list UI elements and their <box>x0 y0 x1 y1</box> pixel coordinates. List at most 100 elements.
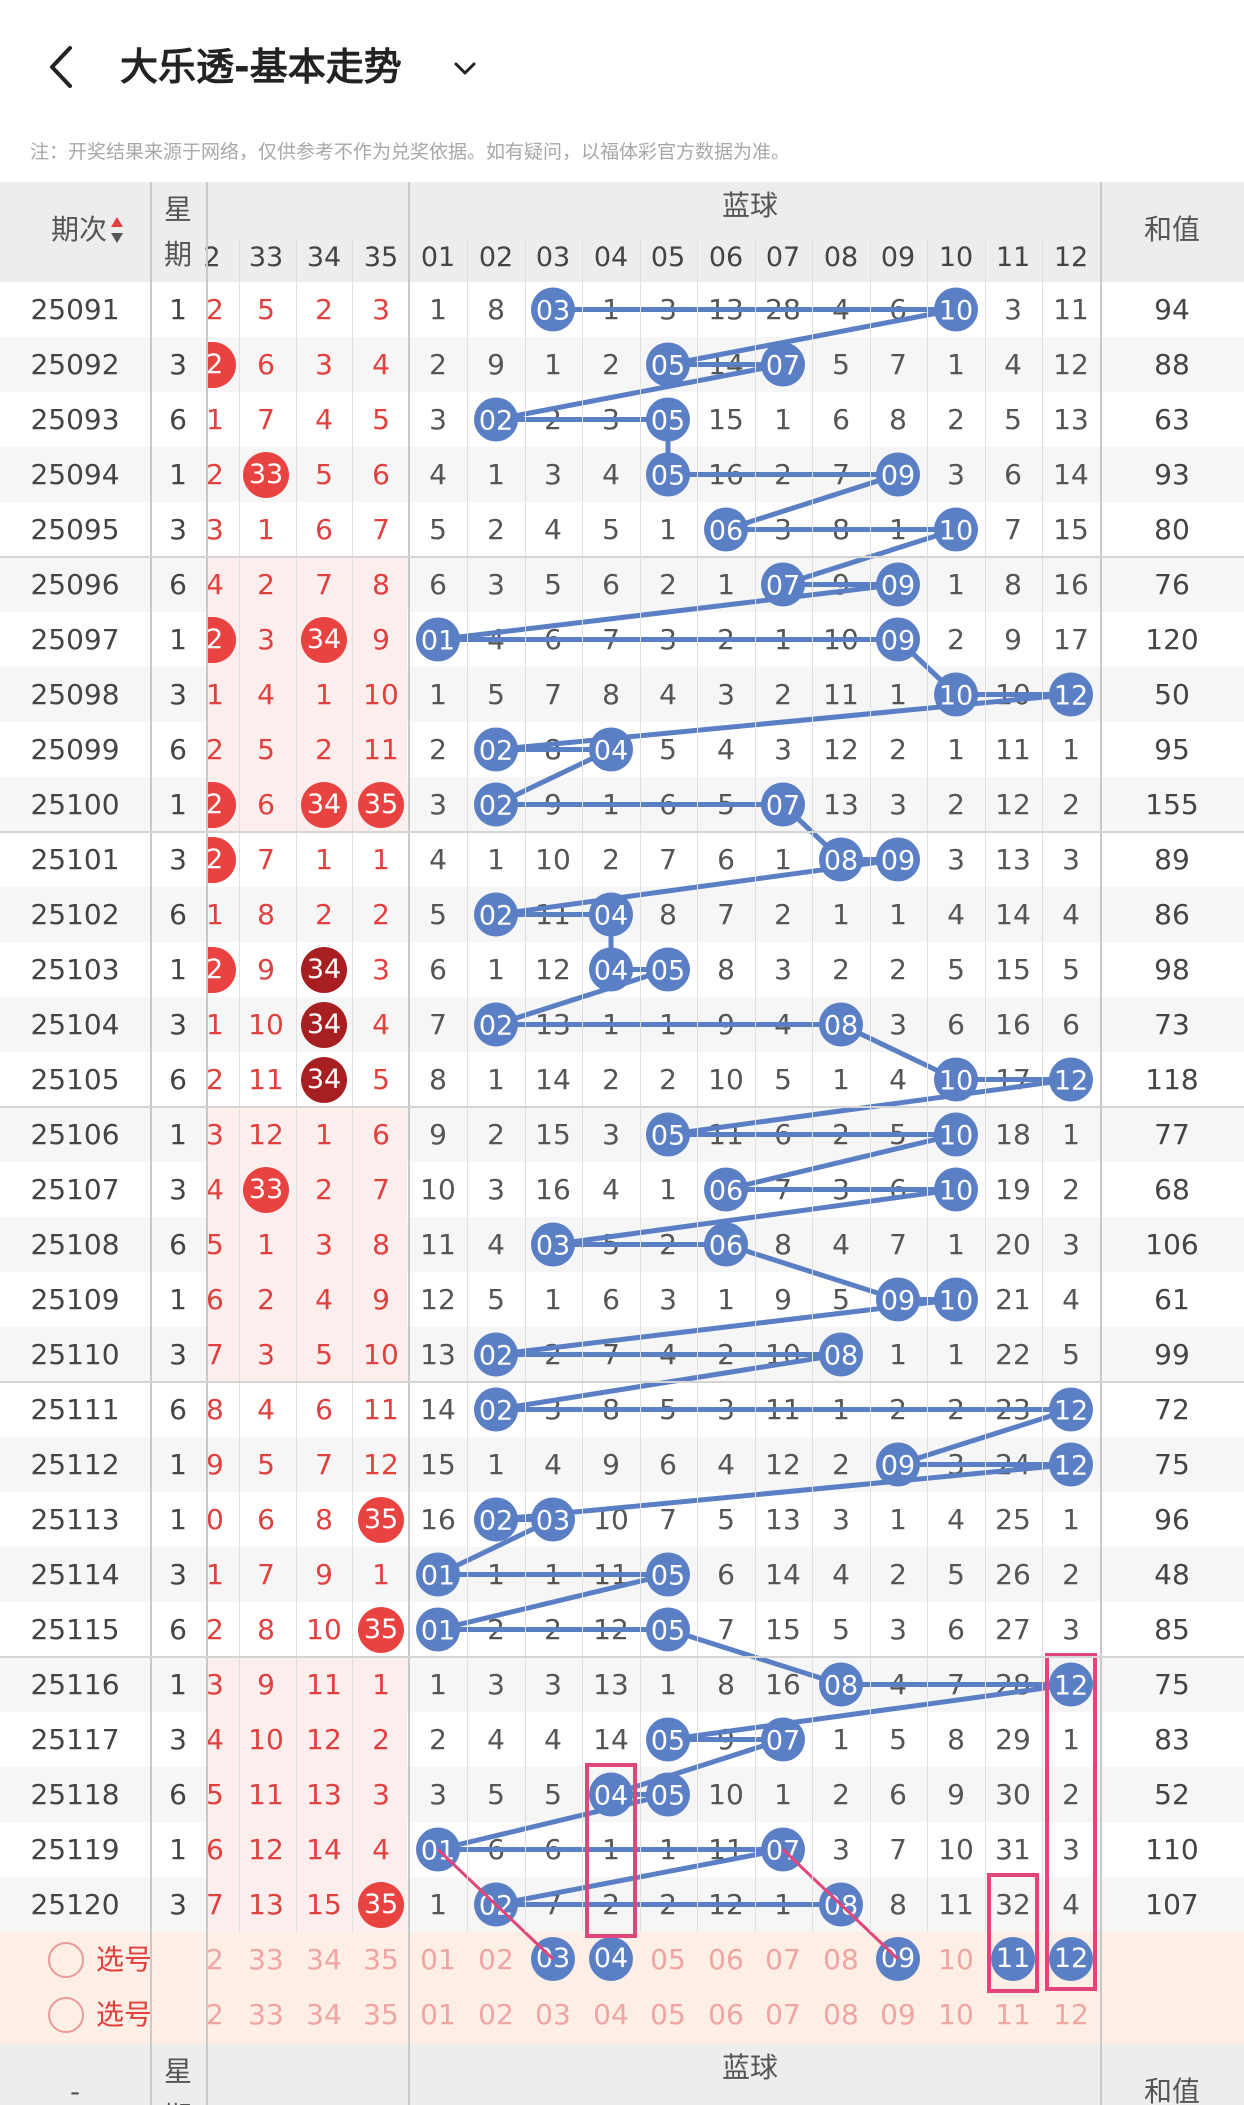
weekday: 3 <box>169 513 187 546</box>
select-blue-picked[interactable]: 09 <box>876 1937 920 1981</box>
table-row[interactable]: 25100 1 2 6 34 35 3 9 1 6 5 13 3 2 12 2 155 <box>0 777 1244 832</box>
table-row[interactable]: 25095 3 3 1 6 7 5 2 4 5 1 3 8 1 7 15 80 <box>0 502 1244 557</box>
table-row[interactable]: 25104 3 1 10 34 4 7 13 1 1 9 4 3 6 16 6 73 <box>0 997 1244 1052</box>
cell-divider <box>927 240 928 1932</box>
select-red-number[interactable]: 33 <box>248 1943 284 1976</box>
issue-column-header[interactable]: 期次 <box>50 213 107 246</box>
red-miss-value: 8 <box>315 1503 333 1536</box>
select-blue-number[interactable]: 06 <box>708 1998 744 2031</box>
table-row[interactable]: 25097 1 2 3 34 9 4 6 7 3 2 1 10 2 9 17 120 <box>0 612 1244 667</box>
select-blue-number[interactable]: 12 <box>1053 1998 1089 2031</box>
table-row[interactable]: 25120 3 7 13 15 35 1 7 2 2 12 1 8 11 32 4 107 <box>0 1877 1244 1932</box>
table-row[interactable]: 25094 1 2 33 5 6 4 1 3 4 16 2 7 3 6 14 93 <box>0 447 1244 502</box>
blue-miss-value: 1 <box>487 1448 505 1481</box>
blue-miss-value: 20 <box>995 1228 1031 1261</box>
select-radio[interactable] <box>48 1942 84 1978</box>
table-row[interactable]: 25103 1 2 9 34 3 6 1 12 8 3 2 2 5 15 5 98 <box>0 942 1244 997</box>
table-row[interactable]: 25106 1 3 12 1 6 9 2 15 3 11 6 2 5 18 1 77 <box>0 1107 1244 1162</box>
blue-miss-value: 16 <box>420 1503 456 1536</box>
table-row[interactable]: 25117 3 4 10 12 2 2 4 4 14 9 1 5 8 29 1 83 <box>0 1712 1244 1767</box>
select-blue-number[interactable]: 07 <box>765 1943 801 1976</box>
select-blue-picked[interactable]: 11 <box>991 1937 1035 1981</box>
select-red-number[interactable]: 35 <box>363 1998 399 2031</box>
table-row[interactable]: 25111 6 8 4 6 11 14 3 8 5 3 11 1 2 2 23 72 <box>0 1382 1244 1437</box>
select-blue-number[interactable]: 10 <box>938 1998 974 2031</box>
select-blue-number[interactable]: 02 <box>478 1943 514 1976</box>
select-blue-picked[interactable]: 12 <box>1049 1937 1093 1981</box>
red-zone-bg <box>207 1107 407 1162</box>
blue-miss-value: 5 <box>774 1063 792 1096</box>
table-row[interactable]: 25118 6 5 11 13 3 3 5 5 10 1 2 6 9 30 2 52 <box>0 1767 1244 1822</box>
table-row[interactable]: 25108 6 5 1 3 8 11 4 5 2 8 4 7 1 20 3 106 <box>0 1217 1244 1272</box>
red-miss-value: 3 <box>257 1338 275 1371</box>
sort-icon[interactable] <box>110 215 124 245</box>
red-miss-value: 12 <box>248 1118 284 1151</box>
table-row[interactable]: 25096 6 4 2 7 8 6 3 5 6 2 1 9 1 8 16 76 <box>0 557 1244 612</box>
select-blue-number[interactable]: 07 <box>765 1998 801 2031</box>
select-red-number[interactable]: 34 <box>306 1998 342 2031</box>
select-blue-picked[interactable]: 04 <box>589 1937 633 1981</box>
blue-miss-value: 4 <box>947 1503 965 1536</box>
select-blue-number[interactable]: 06 <box>708 1943 744 1976</box>
table-row[interactable]: 25092 3 2 6 3 4 2 9 1 2 14 5 7 1 4 12 88 <box>0 337 1244 392</box>
select-blue-number[interactable]: 03 <box>535 1998 571 2031</box>
select-red-number[interactable]: 33 <box>248 1998 284 2031</box>
select-blue-number[interactable]: 01 <box>420 1998 456 2031</box>
blue-miss-value: 4 <box>602 458 620 491</box>
select-label[interactable]: 选号 <box>96 1943 153 1976</box>
chevron-down-icon[interactable] <box>450 50 480 86</box>
select-blue-picked[interactable]: 03 <box>531 1937 575 1981</box>
back-arrow-icon[interactable] <box>40 42 80 92</box>
select-red-number[interactable]: 35 <box>363 1943 399 1976</box>
red-miss-value: 1 <box>206 898 224 931</box>
select-red-number[interactable]: 2 <box>206 1998 224 2031</box>
blue-miss-value: 2 <box>659 1063 677 1096</box>
select-blue-number[interactable]: 08 <box>823 1998 859 2031</box>
table-row[interactable]: 25093 6 1 7 4 5 3 2 3 15 1 6 8 2 5 13 63 <box>0 392 1244 447</box>
blue-miss-value: 1 <box>602 293 620 326</box>
select-blue-number[interactable]: 05 <box>650 1998 686 2031</box>
table-row[interactable]: 25116 1 3 9 11 1 1 3 3 13 1 8 16 4 7 28 75 <box>0 1657 1244 1712</box>
select-radio[interactable] <box>48 1997 84 2033</box>
table-row[interactable]: 25114 3 1 7 9 1 1 1 11 6 14 4 2 5 26 2 48 <box>0 1547 1244 1602</box>
table-row[interactable]: 25105 6 2 11 34 5 8 1 14 2 2 10 5 1 4 17 118 <box>0 1052 1244 1107</box>
select-blue-number[interactable]: 04 <box>593 1998 629 2031</box>
issue-number: 25113 <box>30 1503 120 1536</box>
table-row[interactable]: 25101 3 2 7 1 1 4 1 10 2 7 6 1 3 13 3 89 <box>0 832 1244 887</box>
blue-column-header: 02 <box>478 242 514 273</box>
table-row[interactable]: 25098 3 1 4 1 10 1 5 7 8 4 3 2 11 1 10 50 <box>0 667 1244 722</box>
table-row[interactable]: 25107 3 4 33 2 7 10 3 16 4 1 7 3 6 19 2 68 <box>0 1162 1244 1217</box>
blue-miss-value: 3 <box>659 623 677 656</box>
table-row[interactable]: 25119 1 6 12 14 4 6 6 1 1 11 3 7 10 31 3 110 <box>0 1822 1244 1877</box>
select-blue-number[interactable]: 05 <box>650 1943 686 1976</box>
table-row[interactable]: 25091 1 2 5 2 3 1 8 1 3 13 28 4 6 3 11 94 <box>0 282 1244 337</box>
blue-miss-value: 3 <box>659 293 677 326</box>
select-blue-number[interactable]: 01 <box>420 1943 456 1976</box>
blue-miss-value: 24 <box>995 1448 1031 1481</box>
table-row[interactable]: 25099 6 2 5 2 11 2 8 5 4 3 12 2 1 11 1 95 <box>0 722 1244 777</box>
group-separator <box>0 556 1244 558</box>
select-blue-number[interactable]: 10 <box>938 1943 974 1976</box>
table-row[interactable]: 25115 6 2 8 10 35 2 2 12 7 15 5 3 6 27 3 85 <box>0 1602 1244 1657</box>
page-title[interactable]: 大乐透-基本走势 <box>120 45 402 89</box>
issue-number: 25104 <box>30 1008 120 1041</box>
table-row[interactable]: 25113 1 0 6 8 35 16 10 7 5 13 3 1 4 25 1 96 <box>0 1492 1244 1547</box>
select-red-number[interactable]: 34 <box>306 1943 342 1976</box>
select-blue-number[interactable]: 08 <box>823 1943 859 1976</box>
table-row[interactable]: 25102 6 1 8 2 2 5 11 8 7 2 1 1 4 14 4 86 <box>0 887 1244 942</box>
blue-miss-value: 14 <box>1053 458 1089 491</box>
table-row[interactable]: 25112 1 9 5 7 12 15 1 4 9 6 4 12 2 3 24 75 <box>0 1437 1244 1492</box>
table-row[interactable]: 25110 3 7 3 5 10 13 2 7 4 2 10 1 1 22 5 99 <box>0 1327 1244 1382</box>
issue-number: 25097 <box>30 623 120 656</box>
blue-miss-value: 2 <box>487 1118 505 1151</box>
select-blue-number[interactable]: 09 <box>880 1998 916 2031</box>
blue-miss-value: 11 <box>823 678 859 711</box>
select-blue-number[interactable]: 11 <box>995 1998 1031 2031</box>
select-blue-number[interactable]: 02 <box>478 1998 514 2031</box>
blue-miss-value: 5 <box>544 568 562 601</box>
select-label[interactable]: 选号 <box>96 1998 153 2031</box>
blue-miss-value: 4 <box>889 1063 907 1096</box>
select-red-number[interactable]: 2 <box>206 1943 224 1976</box>
table-row[interactable]: 25109 1 6 2 4 9 12 5 1 6 3 1 9 5 21 4 61 <box>0 1272 1244 1327</box>
blue-miss-value: 8 <box>889 403 907 436</box>
